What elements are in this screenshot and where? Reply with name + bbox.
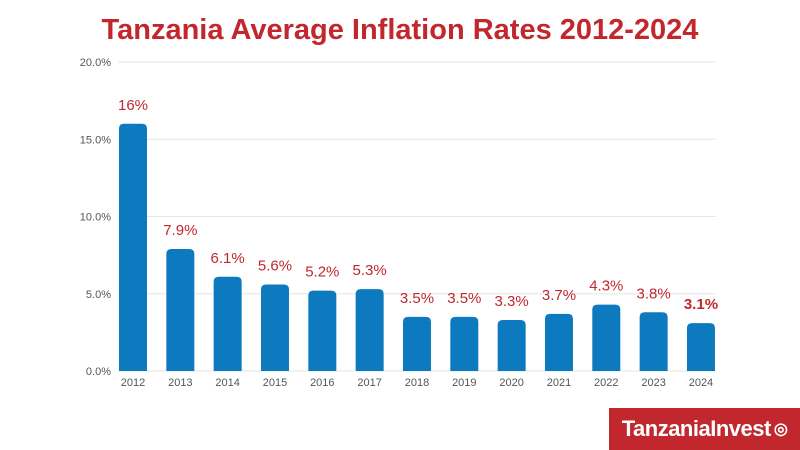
x-tick-label: 2021 [547, 377, 571, 389]
bar [592, 304, 621, 371]
x-tick-label: 2022 [594, 377, 618, 389]
bar [119, 123, 147, 371]
bar [166, 248, 195, 371]
bar [544, 313, 573, 371]
data-label: 5.3% [353, 262, 387, 279]
x-tick-label: 2014 [215, 377, 239, 389]
x-tick-label: 2013 [168, 377, 192, 389]
data-label: 3.8% [637, 285, 671, 302]
data-label: 3.7% [542, 287, 576, 304]
data-label: 16% [118, 97, 148, 114]
data-label: 5.2% [305, 264, 339, 281]
data-label: 3.1% [684, 296, 718, 313]
data-label: 4.3% [589, 278, 623, 295]
data-label: 3.5% [400, 290, 434, 307]
x-tick-label: 2018 [405, 377, 429, 389]
chart-title: Tanzania Average Inflation Rates 2012-20… [101, 14, 699, 46]
x-tick-label: 2024 [689, 377, 713, 389]
y-tick-label: 15.0% [80, 134, 111, 146]
x-tick-label: 2023 [641, 377, 665, 389]
data-label: 3.3% [495, 293, 529, 310]
y-tick-label: 10.0% [80, 212, 111, 224]
logo-text: TanzaniaInvest [621, 416, 772, 441]
bar [402, 316, 431, 371]
data-label: 7.9% [163, 222, 197, 239]
bar [260, 284, 289, 371]
wifi-signal-icon: ◎ [773, 421, 788, 438]
x-tick-label: 2012 [121, 377, 145, 389]
y-tick-label: 0.0% [86, 366, 111, 378]
bar [308, 290, 337, 371]
data-label: 6.1% [211, 250, 245, 267]
bar [639, 312, 668, 371]
tanzaniainvest-logo: TanzaniaInvest ◎ [609, 408, 800, 450]
x-tick-label: 2015 [263, 377, 287, 389]
x-tick-label: 2020 [499, 377, 523, 389]
bar [355, 289, 384, 371]
x-tick-label: 2019 [452, 377, 476, 389]
y-tick-label: 5.0% [86, 289, 111, 301]
x-tick-label: 2016 [310, 377, 334, 389]
bar [686, 323, 715, 371]
data-label: 5.6% [258, 257, 292, 274]
bar [450, 316, 479, 371]
x-tick-label: 2017 [357, 377, 381, 389]
y-tick-label: 20.0% [80, 57, 111, 69]
bar [497, 320, 526, 371]
data-label: 3.5% [447, 290, 481, 307]
bar [213, 276, 242, 371]
